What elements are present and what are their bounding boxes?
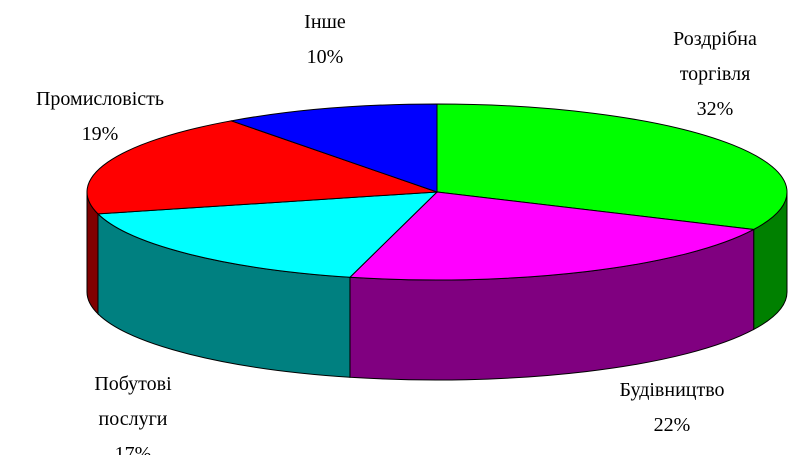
category-label: Роздрібна торгівля xyxy=(673,28,757,85)
category-label: Побутові послуги xyxy=(94,373,172,430)
slice xyxy=(96,191,439,278)
slice xyxy=(86,120,438,215)
slice-label: Будівництво 22% xyxy=(572,373,772,443)
slice-label: Інше 10% xyxy=(225,5,425,75)
category-label: Будівництво xyxy=(619,379,725,401)
value-label: 10% xyxy=(306,46,344,68)
value-label: 17% xyxy=(114,443,152,455)
category-label: Промисловість xyxy=(35,88,165,110)
slice xyxy=(436,103,788,230)
slice-label: Побутові послуги 17% xyxy=(73,367,193,455)
slice-label: Промисловість 19% xyxy=(0,82,200,152)
slice-label: Роздрібна торгівля 32% xyxy=(650,22,780,127)
slice xyxy=(229,103,438,193)
value-label: 22% xyxy=(653,414,691,436)
slice xyxy=(348,191,756,281)
value-label: 19% xyxy=(81,123,119,145)
category-label: Інше xyxy=(304,11,346,33)
value-label: 32% xyxy=(696,98,734,120)
